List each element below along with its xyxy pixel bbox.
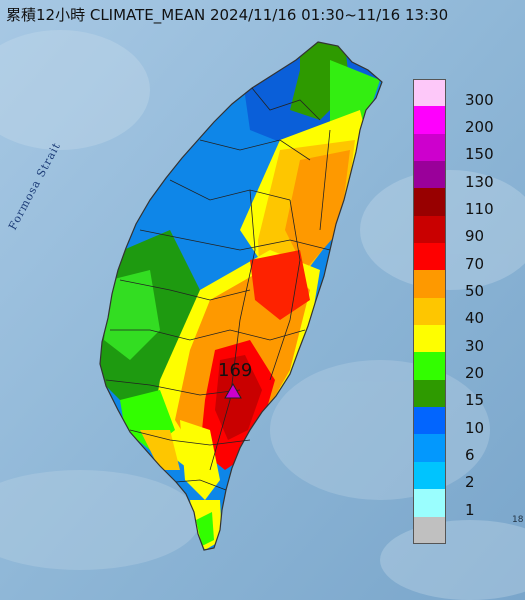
legend-swatch: [413, 516, 446, 544]
legend-row: 15: [413, 379, 523, 410]
legend-label: 300: [465, 90, 494, 109]
legend-label: 50: [465, 282, 485, 301]
map-title: 累積12小時 CLIMATE_MEAN 2024/11/16 01:30~11/…: [6, 6, 449, 24]
legend-swatch: [413, 352, 446, 380]
county-boundaries: [105, 87, 331, 491]
legend-swatch: [413, 297, 446, 326]
legend-swatch: [413, 188, 446, 216]
legend-swatch: [413, 243, 446, 271]
legend-label: 40: [465, 309, 485, 328]
legend-swatch: [413, 461, 446, 490]
legend-row: 40: [413, 297, 523, 328]
legend-row: 70: [413, 243, 523, 273]
legend-swatch: [413, 79, 446, 107]
legend-label: 150: [465, 145, 494, 164]
legend-row: 300: [413, 79, 523, 109]
legend-swatch: [413, 161, 446, 189]
legend-row: 150: [413, 133, 523, 164]
legend-row: 1: [413, 489, 523, 519]
legend-label: 130: [465, 172, 494, 191]
legend-row: 50: [413, 270, 523, 301]
island-outline: [99, 41, 383, 551]
legend-label: 30: [465, 336, 485, 355]
legend-row: 200: [413, 106, 523, 137]
legend-label: 200: [465, 118, 494, 137]
legend-row: 30: [413, 325, 523, 355]
legend-swatch: [413, 106, 446, 134]
legend-label: 90: [465, 227, 485, 246]
legend-swatch: [413, 325, 446, 353]
max-rainfall-marker-icon: [224, 382, 242, 399]
legend-row: 130: [413, 161, 523, 191]
legend-swatch: [413, 270, 446, 298]
legend-row: 110: [413, 188, 523, 219]
legend-swatch: [413, 434, 446, 462]
legend-row: 2: [413, 461, 523, 492]
legend-label: 70: [465, 254, 485, 273]
legend-label: 6: [465, 446, 475, 465]
max-rainfall-value: 169: [218, 360, 253, 381]
legend-label: 15: [465, 391, 485, 410]
legend-row: 90: [413, 215, 523, 246]
legend-row: 20: [413, 352, 523, 383]
legend-swatch: [413, 215, 446, 244]
legend-label: 10: [465, 418, 485, 437]
legend-label: 20: [465, 364, 485, 383]
legend-row: [413, 516, 523, 544]
corner-label: 18: [512, 515, 524, 525]
rainfall-legend: 300 200 150 130 110 90 70 50 40 30 20 15 10 6 2 1: [413, 79, 523, 544]
legend-swatch: [413, 407, 446, 435]
legend-row: 10: [413, 407, 523, 437]
legend-label: 110: [465, 200, 494, 219]
legend-swatch: [413, 489, 446, 517]
legend-label: 1: [465, 500, 475, 519]
legend-label: 2: [465, 473, 475, 492]
legend-row: 6: [413, 434, 523, 465]
legend-swatch: [413, 133, 446, 162]
legend-swatch: [413, 379, 446, 408]
